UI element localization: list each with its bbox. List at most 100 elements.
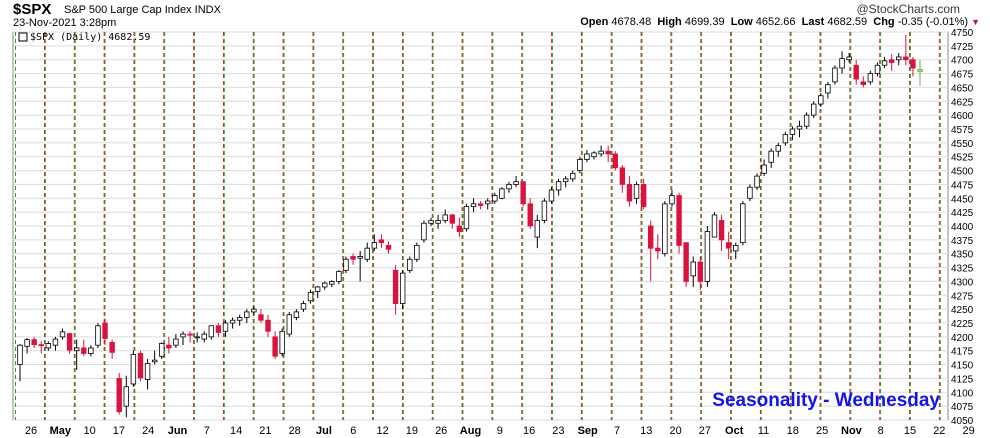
y-tick-label: 4450 [951,194,974,205]
y-tick-label: 4525 [951,153,974,164]
candle-body [222,322,229,332]
candle-body [236,317,243,321]
candle-body [485,200,491,205]
brand-logo[interactable]: @StockCharts.com [856,2,960,16]
candle-body [683,242,689,282]
candle-body [910,59,916,69]
y-tick-label: 4075 [951,402,974,413]
x-tick-label: 13 [640,425,652,437]
y-tick-label: 4750 [951,28,974,39]
y-tick-label: 4650 [951,83,974,94]
chart-header: $SPX S&P 500 Large Cap Index INDX @Stock… [13,0,990,32]
candle-body [718,220,725,241]
high-value: 4699.39 [684,16,725,28]
y-tick-label: 4400 [951,222,974,233]
candle-body [364,247,370,260]
candle-body [477,203,484,206]
candle-body [874,64,881,74]
candle-body [570,172,576,180]
x-tick-label: 18 [787,425,799,437]
x-tick-label: 23 [552,425,564,437]
candle-body [811,103,817,116]
candle-body [414,244,420,260]
candle-body [534,220,541,238]
candle-body [201,333,207,340]
candle-body [215,325,222,333]
candle-body [116,378,122,413]
y-tick-label: 4125 [951,374,974,385]
legend-label: $SPX (Daily) 4682.59 [30,32,150,43]
candle-body [697,261,704,282]
candle-body [407,258,413,271]
candle-body [159,343,165,357]
x-tick-label: 14 [230,425,242,437]
candle-body [350,256,356,260]
candle-body [704,231,711,282]
candle-body [789,128,796,135]
x-tick-label: Jul [316,425,332,437]
candle-body [307,292,314,302]
low-value: 4652.66 [755,16,796,28]
y-tick-label: 4550 [951,139,974,150]
candle-body [818,95,824,105]
down-arrow-icon: ▼ [971,17,980,27]
candle-body [421,222,427,241]
candle-body [662,203,668,255]
candle-body [456,225,463,232]
candle-body [655,247,661,252]
x-tick-label: 22 [933,425,945,437]
x-tick-label: 15 [904,425,916,437]
x-tick-label: 17 [113,425,125,437]
x-tick-label: 26 [25,425,37,437]
y-tick-label: 4675 [951,70,974,81]
candle-body [38,344,44,347]
x-tick-label: 7 [614,425,620,437]
candle-body [520,181,526,205]
x-tick-label: 29 [962,425,974,437]
x-tick-label: 16 [523,425,535,437]
y-tick-label: 4725 [951,42,974,53]
candle-body [555,181,562,191]
y-tick-label: 4300 [951,277,974,288]
x-tick-label: 19 [406,425,418,437]
candle-body [144,363,151,380]
y-tick-label: 4225 [951,319,974,330]
y-tick-label: 4575 [951,125,974,136]
candle-body [633,184,640,199]
candle-body [137,353,144,379]
candle-body [229,319,236,324]
legend-swatch [18,32,28,42]
y-tick-label: 4325 [951,264,974,275]
candle-body [470,203,477,207]
x-tick-label: 24 [142,425,154,437]
y-tick-label: 4600 [951,111,974,122]
candle-body [435,220,441,224]
candle-body [605,150,611,155]
y-tick-label: 4350 [951,250,974,261]
candle-body [31,339,37,346]
candle-body [251,308,257,313]
candle-body [867,73,874,83]
candle-body [130,354,137,385]
candle-body [903,56,909,61]
y-tick-label: 4200 [951,333,974,344]
candle-body [917,68,923,73]
high-label: High [657,16,682,28]
candle-body [244,311,250,318]
candle-body [711,214,718,238]
candle-body [17,344,23,365]
candle-body [690,261,696,277]
candle-body [52,338,59,346]
candle-body [853,64,859,80]
candle-body [832,67,838,83]
candle-body [45,343,52,349]
x-tick-label: 7 [204,425,210,437]
candle-body [378,239,385,244]
candle-body [761,164,767,174]
candle-body [314,286,321,292]
candle-body [626,184,633,202]
candle-body [860,81,867,86]
x-tick-label: 8 [878,425,884,437]
y-tick-label: 4500 [951,167,974,178]
candle-body [173,338,179,346]
